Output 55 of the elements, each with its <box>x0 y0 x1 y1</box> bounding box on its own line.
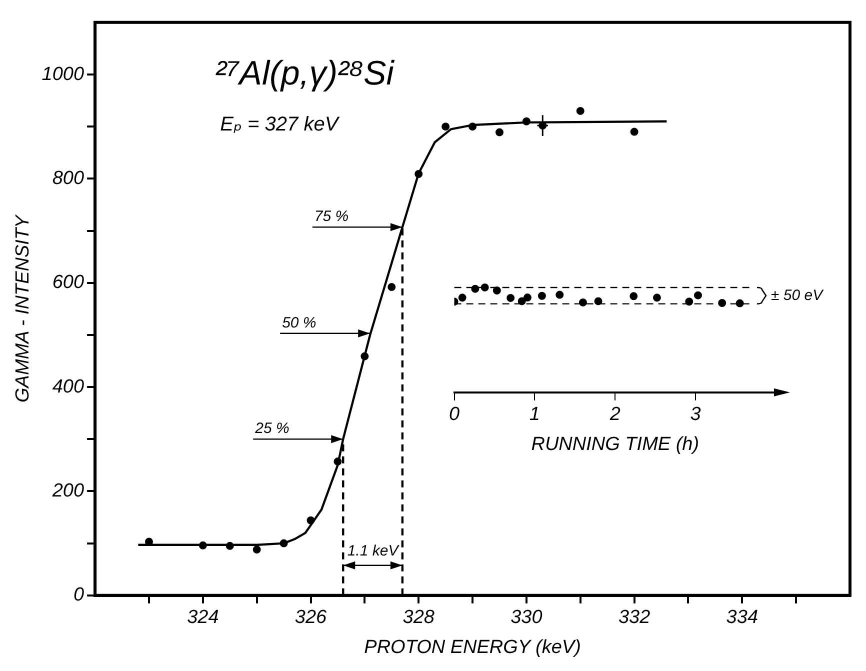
point <box>471 284 480 293</box>
point <box>594 297 602 306</box>
x-tick-label: 334 <box>726 607 758 628</box>
point <box>198 541 207 550</box>
x-tick-label: 330 <box>510 607 543 628</box>
point <box>556 290 564 299</box>
point <box>414 170 423 178</box>
point <box>506 294 515 302</box>
point <box>630 292 638 300</box>
annotation: 25 % <box>254 420 290 438</box>
y-tick-label: 0 <box>73 584 84 606</box>
point <box>538 292 546 300</box>
point <box>480 283 489 292</box>
point <box>226 542 234 550</box>
point <box>576 106 584 115</box>
point <box>736 299 744 308</box>
annotation: 1.1 keV <box>347 542 400 560</box>
point <box>578 298 587 306</box>
point <box>522 117 530 126</box>
point <box>492 286 501 295</box>
text: Eₚ = 327 keV <box>220 113 340 136</box>
point <box>442 122 450 131</box>
text: ²⁷Al(p,γ)²⁸Si <box>215 54 396 92</box>
point <box>306 516 315 524</box>
point <box>458 294 466 302</box>
point <box>652 294 661 302</box>
y-tick-label: 800 <box>52 168 84 189</box>
x-axis-title: RUNNING TIME (h) <box>531 434 700 455</box>
point <box>334 458 342 466</box>
x-tick-label: 3 <box>690 404 702 426</box>
x-tick-label: 1 <box>529 404 540 426</box>
point <box>523 294 532 302</box>
x-axis-title: PROTON ENERGY (keV) <box>364 636 581 658</box>
y-tick-label: 1000 <box>42 64 84 85</box>
x-tick-label: 2 <box>608 404 621 426</box>
annotation: 50 % <box>282 314 316 332</box>
point <box>694 291 702 300</box>
x-tick-label: 324 <box>187 607 219 628</box>
point <box>630 128 638 136</box>
annotation: ± 50 eV <box>771 286 825 304</box>
annotation: 75 % <box>314 208 349 226</box>
x-tick-label: 0 <box>448 404 460 426</box>
y-axis-title: GAMMA - INTENSITY <box>12 214 34 402</box>
y-tick-label: 600 <box>52 272 84 294</box>
point <box>495 128 504 136</box>
point <box>280 539 288 548</box>
x-tick-label: 328 <box>402 607 435 628</box>
point <box>388 283 396 292</box>
x-tick-label: 332 <box>618 607 651 628</box>
point <box>252 546 261 554</box>
point <box>360 352 369 360</box>
point <box>468 122 477 131</box>
x-tick-label: 326 <box>294 607 328 628</box>
y-tick-label: 200 <box>51 480 84 502</box>
y-tick-label: 400 <box>52 376 84 398</box>
